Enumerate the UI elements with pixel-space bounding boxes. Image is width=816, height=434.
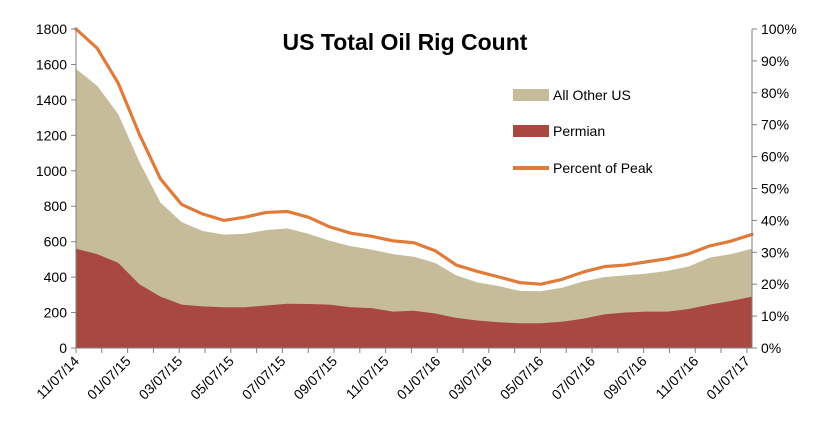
x-tick-label: 03/07/16 <box>445 353 495 403</box>
legend-label-percent-of-peak: Percent of Peak <box>553 160 654 176</box>
legend-label-permian: Permian <box>553 123 605 139</box>
y2-tick-label: 20% <box>761 276 789 292</box>
permian-area <box>76 248 752 348</box>
x-tick-label: 11/07/16 <box>652 353 701 402</box>
x-tick-label: 07/07/16 <box>548 353 598 403</box>
x-tick-label: 01/07/17 <box>703 353 753 403</box>
y2-tick-label: 60% <box>761 149 789 165</box>
y-tick-label: 1000 <box>36 163 67 179</box>
y-tick-label: 1200 <box>36 127 67 143</box>
y2-tick-label: 100% <box>761 21 797 37</box>
y-tick-label: 600 <box>44 234 68 250</box>
y-tick-label: 1600 <box>36 56 67 72</box>
y2-tick-label: 70% <box>761 117 789 133</box>
chart-title: US Total Oil Rig Count <box>283 29 528 55</box>
x-tick-label: 11/07/14 <box>33 353 82 402</box>
y2-tick-label: 30% <box>761 244 789 260</box>
y2-tick-label: 10% <box>761 308 789 324</box>
line-layer <box>74 27 754 286</box>
x-tick-label: 09/07/15 <box>290 353 340 403</box>
percent-of-peak-line <box>74 27 754 286</box>
y2-tick-label: 50% <box>761 181 789 197</box>
x-tick-label: 05/07/16 <box>497 353 547 403</box>
x-tick-label: 07/07/15 <box>239 353 289 403</box>
y2-tick-label: 0% <box>761 340 781 356</box>
y-tick-label: 200 <box>44 305 68 321</box>
y2-tick-label: 90% <box>761 53 789 69</box>
legend: All Other US Permian Percent of Peak <box>513 87 654 176</box>
y-tick-label: 0 <box>59 340 67 356</box>
area-layer <box>76 68 752 348</box>
x-tick-label: 05/07/15 <box>187 353 237 403</box>
legend-swatch-all-other-us <box>513 89 549 101</box>
x-tick-label: 09/07/16 <box>600 353 650 403</box>
y-tick-label: 800 <box>44 198 68 214</box>
y2-tick-label: 80% <box>761 85 789 101</box>
y-tick-label: 1400 <box>36 92 67 108</box>
x-tick-label: 11/07/15 <box>343 353 392 402</box>
x-tick-label: 01/07/16 <box>393 353 443 403</box>
legend-label-all-other-us: All Other US <box>553 87 631 103</box>
all-other-us-area <box>76 68 752 348</box>
legend-swatch-permian <box>513 125 549 137</box>
y2-tick-label: 40% <box>761 212 789 228</box>
y-tick-label: 400 <box>44 269 68 285</box>
x-tick-label: 03/07/15 <box>135 353 185 403</box>
y-tick-label: 1800 <box>36 21 67 37</box>
x-tick-label: 01/07/15 <box>84 353 134 403</box>
